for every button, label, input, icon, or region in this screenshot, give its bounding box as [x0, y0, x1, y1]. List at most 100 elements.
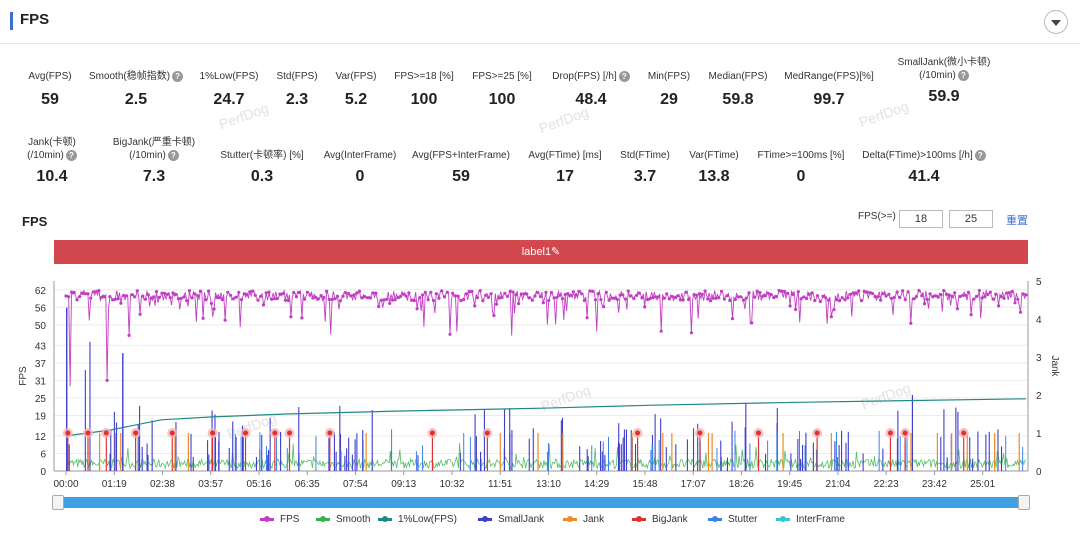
legend-swatch [378, 515, 392, 522]
metric-value: 59.9 [928, 88, 960, 105]
metric-label: Avg(InterFrame) [323, 150, 397, 161]
fps-point [212, 307, 216, 311]
x-tick-label: 06:35 [295, 479, 320, 490]
metric-label: Smooth(稳帧指数) [88, 71, 171, 82]
bigjank-marker [635, 430, 641, 436]
fps-point [182, 295, 186, 299]
fps-point [1002, 296, 1006, 300]
fps-point [895, 290, 899, 294]
fps-point [341, 294, 345, 298]
y-tick-label-left: 50 [35, 321, 47, 332]
fps-point [160, 291, 164, 295]
metric-label: Median(FPS) [708, 71, 768, 82]
fps-point [319, 294, 323, 298]
fps-point [355, 291, 359, 295]
fps-point [311, 296, 315, 300]
legend-item[interactable]: FPS [260, 514, 299, 525]
help-icon[interactable]: ? [65, 149, 77, 161]
fps-point [207, 289, 211, 293]
fps-point [563, 292, 567, 297]
fps-point [1013, 301, 1017, 305]
fps-point [634, 293, 639, 297]
fps-point [385, 297, 389, 301]
fps-point [89, 296, 93, 300]
fps-point [437, 296, 441, 300]
fps-point [621, 293, 625, 297]
fps-point [415, 307, 419, 311]
fps-point [903, 298, 907, 302]
fps-point [294, 295, 298, 299]
fps-point [942, 289, 946, 293]
fps-point [840, 296, 844, 300]
time-range-scrollbar[interactable] [52, 495, 1030, 510]
fps-point [527, 296, 532, 300]
fps-point [843, 298, 847, 302]
help-icon[interactable]: ? [167, 149, 179, 161]
fps-point [448, 332, 452, 336]
fps-point [807, 292, 811, 296]
fps-point [873, 295, 877, 299]
fps-point [1021, 292, 1025, 296]
fps-point [368, 296, 373, 300]
fps-point [887, 292, 891, 296]
label-bar[interactable]: label1✎ [54, 240, 1028, 264]
fps-point [972, 297, 976, 301]
metric-value: 59.8 [722, 91, 754, 108]
fps-point [154, 290, 159, 294]
x-tick-label: 11:51 [488, 479, 513, 490]
legend-item[interactable]: Jank [563, 514, 604, 525]
scroll-handle-right[interactable] [1018, 495, 1030, 510]
help-icon[interactable]: ? [974, 149, 986, 161]
fps-point [174, 292, 178, 296]
metric-metrics_row1-4: Var(FPS) 5.2 [286, 70, 426, 109]
help-icon[interactable]: ? [618, 70, 630, 82]
metric-value: 17 [556, 168, 574, 185]
bigjank-marker [902, 430, 908, 436]
legend-item[interactable]: 1%Low(FPS) [378, 514, 457, 525]
metric-metrics_row1-10: MedRange(FPS)[%] 99.7 [759, 70, 899, 109]
help-icon[interactable]: ? [957, 69, 969, 81]
fps-point [728, 298, 732, 303]
fps-point [695, 293, 699, 297]
fps-point [250, 289, 255, 293]
legend-item[interactable]: SmallJank [478, 514, 544, 525]
fps-point [953, 291, 957, 295]
threshold-2-input[interactable] [949, 210, 993, 228]
fps-point [818, 299, 822, 304]
chart-title: FPS [22, 214, 48, 229]
fps-point [755, 289, 759, 293]
fps-point [763, 294, 768, 298]
fps-point [881, 292, 886, 296]
fps-point [248, 290, 252, 294]
fps-point [434, 292, 438, 296]
fps-point [484, 293, 488, 297]
fps-point [242, 292, 246, 296]
fps-point [418, 296, 422, 300]
fps-point [508, 289, 512, 293]
help-icon[interactable]: ? [172, 70, 184, 82]
y-tick-label-right: 4 [1036, 315, 1042, 326]
legend-item[interactable]: Stutter [708, 514, 757, 525]
legend-item[interactable]: InterFrame [776, 514, 845, 525]
collapse-toggle-icon[interactable] [1044, 10, 1068, 34]
fps-point [851, 291, 855, 295]
fps-point [533, 294, 537, 298]
metric-value: 3.7 [633, 168, 657, 185]
fps-point [698, 292, 702, 296]
fps-point [750, 321, 754, 325]
fps-point [783, 289, 787, 294]
threshold-1-input[interactable] [899, 210, 943, 228]
fps-point [552, 296, 556, 300]
legend-item[interactable]: BigJank [632, 514, 688, 525]
reset-button[interactable]: 重置 [1006, 215, 1028, 227]
metric-metrics_row2-4: Avg(FPS+InterFrame) 59 [391, 149, 531, 186]
fps-point [596, 292, 600, 296]
scroll-handle-left[interactable] [52, 495, 64, 510]
fps-point [116, 297, 120, 301]
fps-point [837, 299, 842, 303]
metric-metrics_row1-6: FPS>=25 [%] 100 [432, 70, 572, 109]
metric-metrics_row2-5: Avg(FTime) [ms] 17 [495, 149, 635, 186]
legend-item[interactable]: Smooth [316, 514, 370, 525]
fps-point [714, 296, 718, 300]
